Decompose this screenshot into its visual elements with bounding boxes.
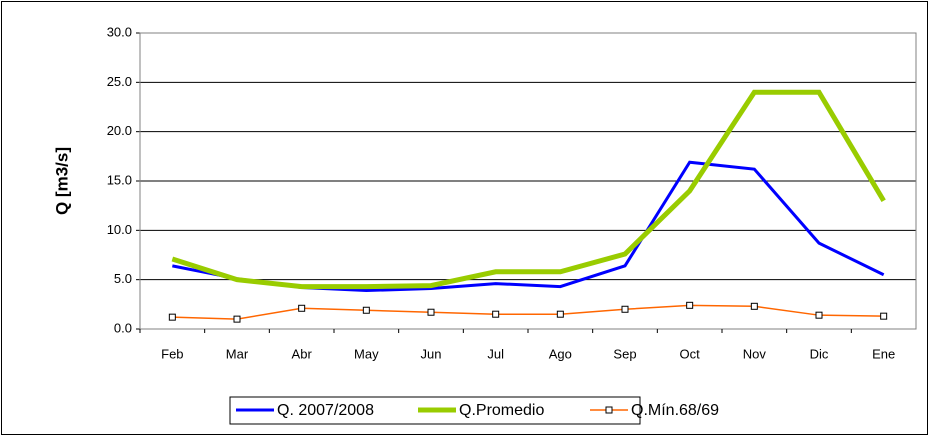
x-tick-label: Jun	[421, 346, 442, 361]
x-tick-label: May	[354, 346, 379, 361]
series-line	[171, 89, 886, 290]
x-tick-label: Ene	[872, 346, 895, 361]
x-tick-label: Feb	[161, 346, 183, 361]
point-marker	[880, 312, 888, 320]
point-marker	[556, 310, 564, 318]
x-tick-label: Dic	[810, 346, 829, 361]
point-marker	[492, 310, 500, 318]
point-marker	[621, 305, 629, 313]
y-tick-label: 5.0	[114, 271, 132, 286]
legend-label: Q.Mín.68/69	[631, 402, 719, 419]
x-tick-label: Oct	[680, 346, 701, 361]
x-tick-label: Abr	[292, 346, 313, 361]
y-tick-label: 0.0	[114, 320, 132, 335]
point-marker	[750, 302, 758, 310]
series-line	[172, 304, 884, 320]
y-tick-label: 15.0	[107, 172, 132, 187]
point-marker	[168, 313, 176, 321]
x-tick-label: Jul	[487, 346, 504, 361]
x-tick-label: Sep	[613, 346, 636, 361]
y-tick-label: 10.0	[107, 222, 132, 237]
point-marker	[362, 306, 370, 314]
x-tick-label: Ago	[549, 346, 572, 361]
point-marker	[233, 315, 241, 323]
y-tick-label: 20.0	[107, 123, 132, 138]
point-marker	[815, 311, 823, 319]
y-axis-label: Q [m3/s]	[52, 147, 71, 215]
legend-label: Q.Promedio	[459, 402, 544, 419]
x-tick-label: Mar	[226, 346, 249, 361]
y-tick-label: 30.0	[107, 24, 132, 39]
point-marker	[298, 304, 306, 312]
point-marker	[427, 308, 435, 316]
point-marker	[686, 301, 694, 309]
legend-marker	[605, 406, 613, 414]
legend-label: Q. 2007/2008	[277, 402, 374, 419]
x-tick-label: Nov	[743, 346, 767, 361]
y-tick-label: 25.0	[107, 74, 132, 89]
